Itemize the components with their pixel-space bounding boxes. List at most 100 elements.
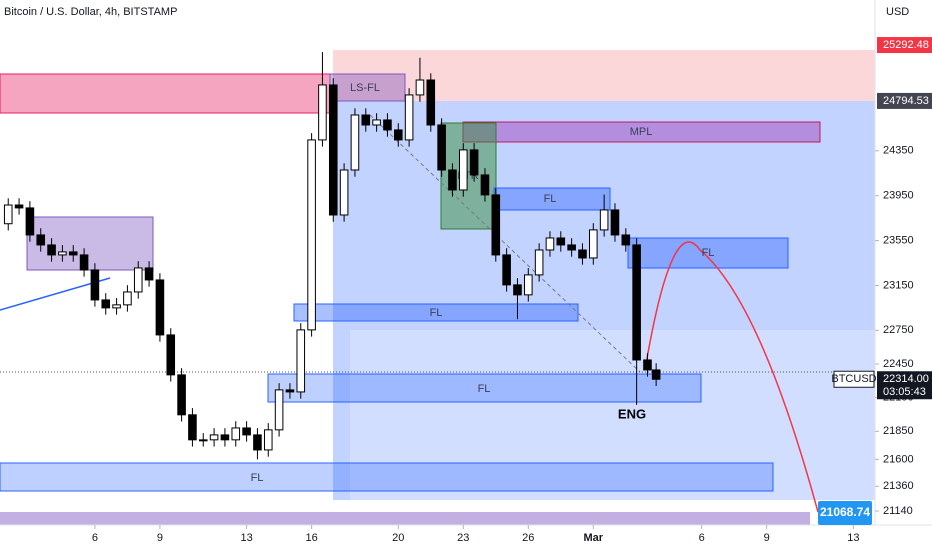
candle-body xyxy=(415,79,425,96)
price-label-bg xyxy=(877,371,932,400)
candle-body xyxy=(198,439,208,442)
x-tick-label: 23 xyxy=(457,532,469,544)
candle-body xyxy=(480,174,490,196)
y-tick-label: 23150 xyxy=(883,279,914,291)
y-tick-label: 23950 xyxy=(883,190,914,202)
candle-body xyxy=(90,269,100,301)
annotation: FL xyxy=(544,193,557,205)
candle-body xyxy=(101,299,111,309)
range-box xyxy=(26,216,154,271)
chart-title: Bitcoin / U.S. Dollar, 4h, BITSTAMP xyxy=(4,6,177,18)
x-tick-label: 6 xyxy=(92,532,98,544)
candle-body xyxy=(567,244,576,251)
candle-body xyxy=(350,114,360,171)
y-tick-label: 21850 xyxy=(883,425,914,437)
annotation: MPL xyxy=(630,126,653,138)
reward-zone-lower xyxy=(350,330,875,500)
ls-fl-box xyxy=(329,73,406,102)
annotation: LS-FL xyxy=(350,82,380,94)
symbol-label: BTCUSD xyxy=(831,373,876,385)
candle-body xyxy=(393,129,403,141)
candle-body xyxy=(25,207,35,236)
y-tick-label: 22450 xyxy=(883,358,914,370)
candle-body xyxy=(599,209,609,231)
x-tick-label: 6 xyxy=(699,532,705,544)
y-tick-label: 21140 xyxy=(883,505,913,517)
candle-body xyxy=(112,304,121,309)
candle-body xyxy=(14,204,24,209)
candle-body xyxy=(144,267,154,281)
candle-body xyxy=(524,274,533,296)
x-tick-label: 20 xyxy=(392,532,404,544)
candle-body xyxy=(155,279,165,336)
candle-body xyxy=(307,139,316,331)
price-label: 25292.48 xyxy=(883,39,929,51)
candle-body xyxy=(318,84,327,141)
candle-body xyxy=(339,169,349,216)
candles xyxy=(3,52,661,460)
candle-body xyxy=(133,267,143,293)
candle-body xyxy=(578,249,587,259)
price-label-bg xyxy=(877,92,932,109)
candle-body xyxy=(589,229,598,259)
x-tick-label: 13 xyxy=(240,532,252,544)
risk-zone xyxy=(333,50,875,101)
price-label: 22314.00 xyxy=(883,373,929,385)
candle-body xyxy=(643,359,652,371)
candle-body xyxy=(285,389,295,393)
annotation: ENG xyxy=(618,406,646,421)
annotation: FL xyxy=(702,247,715,259)
candle-body xyxy=(58,251,67,256)
candle-body xyxy=(220,434,230,441)
supply-zone xyxy=(0,73,331,114)
x-tick-label: 26 xyxy=(522,532,534,544)
fl-box xyxy=(293,303,579,322)
y-tick-label: 21360 xyxy=(883,480,914,492)
candle-body xyxy=(491,194,501,256)
candle-body xyxy=(372,119,381,126)
candle-body xyxy=(361,114,371,126)
candle-body xyxy=(437,124,446,171)
y-tick-label: 21600 xyxy=(883,453,914,465)
candle-body xyxy=(556,237,566,246)
candle-body xyxy=(36,234,46,246)
candle-body xyxy=(383,119,392,131)
candle-body xyxy=(188,414,197,441)
candle-body xyxy=(253,434,262,451)
candle-body xyxy=(545,237,555,251)
projection-curve xyxy=(644,241,819,513)
price-label: 24794.53 xyxy=(883,95,929,107)
candle-body xyxy=(166,334,176,376)
candle-body xyxy=(426,79,436,126)
candle-body xyxy=(513,284,522,296)
fl-box xyxy=(0,462,774,492)
candle-body xyxy=(404,94,414,141)
x-tick-label: 16 xyxy=(305,532,317,544)
bottom-strip xyxy=(0,512,810,525)
x-tick-label: 13 xyxy=(847,532,859,544)
candle-body xyxy=(502,254,511,286)
currency: USD xyxy=(886,6,909,18)
candle-body xyxy=(209,434,219,441)
y-tick-label: 23550 xyxy=(883,234,914,246)
countdown: 03:05:43 xyxy=(883,386,926,398)
x-tick-label: 9 xyxy=(764,532,770,544)
candle-body xyxy=(177,374,186,416)
annotation: FL xyxy=(430,307,443,319)
candle-body xyxy=(123,291,132,306)
time-axis xyxy=(0,525,875,550)
dashed-trend-line xyxy=(369,114,641,373)
candle-body xyxy=(296,329,306,393)
price-axis xyxy=(875,0,932,550)
fl-box xyxy=(267,373,702,403)
price-label-bg xyxy=(877,37,932,54)
target-label: 21068.74 xyxy=(820,505,870,519)
candle-body xyxy=(274,389,284,431)
candle-body xyxy=(263,429,273,451)
fl-box xyxy=(627,237,789,269)
annotation: FL xyxy=(478,383,491,395)
candle-body xyxy=(68,251,78,256)
candle-body xyxy=(448,169,457,191)
